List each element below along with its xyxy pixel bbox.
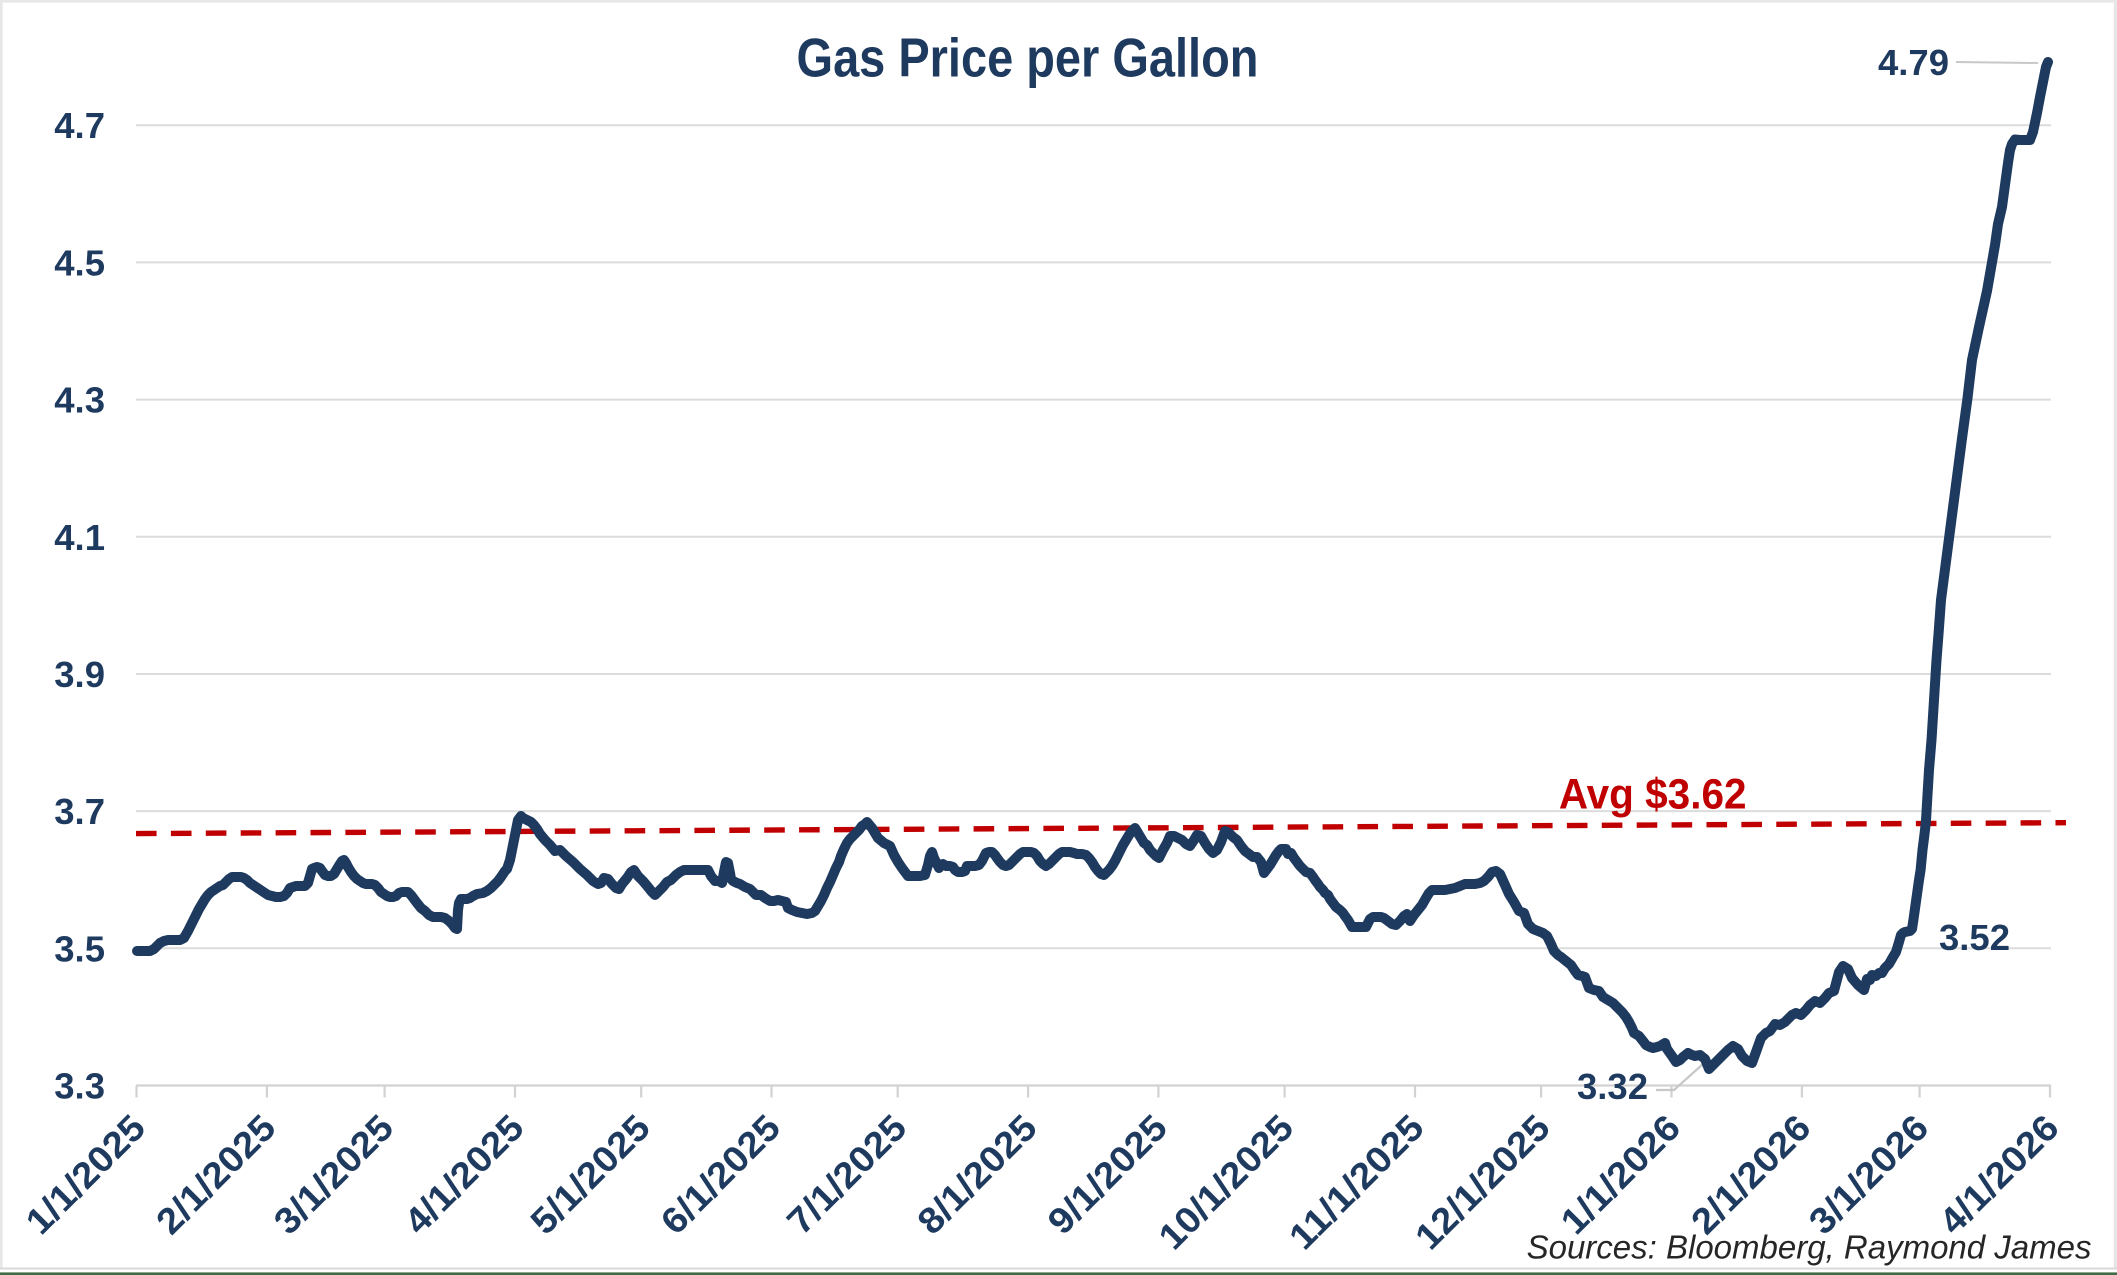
svg-text:3.32: 3.32 [1577, 1066, 1648, 1107]
svg-text:3.7: 3.7 [54, 791, 105, 832]
svg-text:3.9: 3.9 [54, 654, 105, 695]
svg-text:3.3: 3.3 [54, 1066, 105, 1107]
svg-text:4.1: 4.1 [54, 517, 105, 558]
svg-text:3.52: 3.52 [1939, 917, 2010, 958]
svg-text:4.5: 4.5 [54, 242, 105, 283]
svg-text:Gas Price per Gallon: Gas Price per Gallon [797, 27, 1259, 88]
svg-text:4.3: 4.3 [54, 380, 105, 421]
svg-text:Sources: Bloomberg, Raymond Ja: Sources: Bloomberg, Raymond James [1527, 1229, 2092, 1266]
svg-text:3.5: 3.5 [54, 928, 105, 969]
svg-text:Avg $3.62: Avg $3.62 [1559, 770, 1747, 818]
svg-text:4.7: 4.7 [54, 105, 105, 146]
svg-text:4.79: 4.79 [1878, 42, 1949, 83]
